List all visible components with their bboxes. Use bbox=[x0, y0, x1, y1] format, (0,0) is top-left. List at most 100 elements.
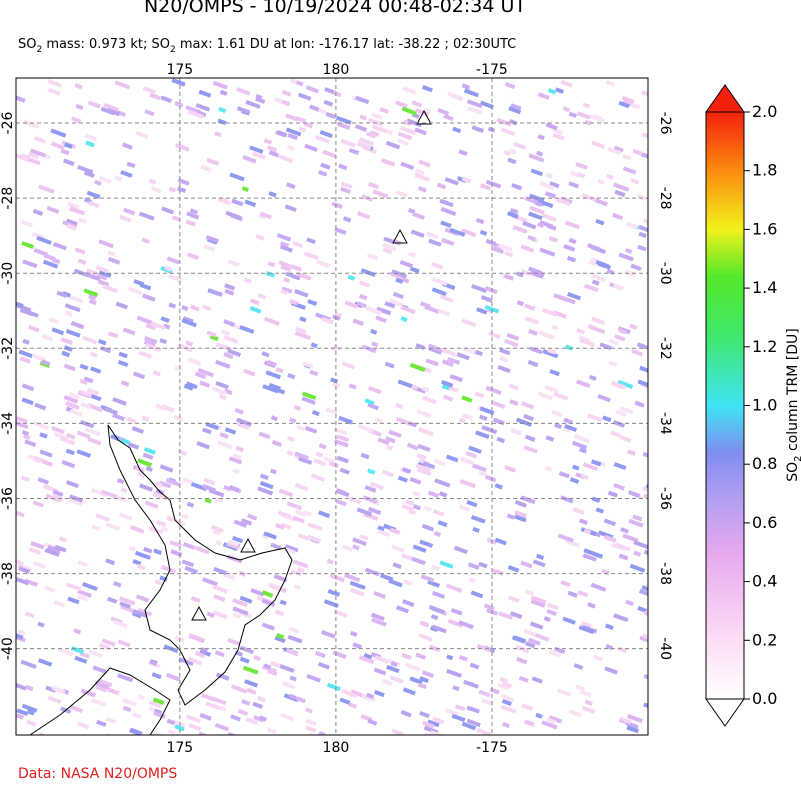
pixel bbox=[261, 533, 269, 540]
pixel bbox=[283, 546, 296, 555]
pixel bbox=[263, 316, 280, 326]
pixel bbox=[523, 445, 538, 454]
pixel bbox=[402, 86, 417, 95]
pixel bbox=[437, 520, 448, 528]
pixel bbox=[476, 643, 491, 653]
volcano bbox=[240, 537, 256, 553]
pixel bbox=[511, 183, 523, 191]
pixel bbox=[461, 318, 477, 328]
pixel bbox=[56, 290, 68, 298]
pixel bbox=[280, 264, 292, 273]
pixel bbox=[266, 727, 277, 735]
pixel bbox=[148, 178, 157, 185]
pixel bbox=[261, 590, 274, 598]
pixel bbox=[399, 259, 414, 269]
pixel bbox=[285, 127, 302, 137]
pixel bbox=[581, 621, 592, 629]
pixel bbox=[446, 668, 462, 678]
pixel bbox=[497, 364, 511, 374]
pixel bbox=[591, 279, 600, 286]
pixel bbox=[77, 589, 92, 598]
pixel bbox=[105, 716, 117, 724]
pixel bbox=[168, 302, 177, 309]
pixel bbox=[395, 416, 412, 426]
pixel bbox=[369, 130, 380, 137]
pixel bbox=[339, 467, 350, 475]
pixel bbox=[66, 432, 76, 440]
pixel bbox=[504, 82, 516, 90]
pixel bbox=[89, 351, 98, 358]
pixel bbox=[50, 128, 67, 138]
pixel bbox=[114, 80, 131, 90]
pixel bbox=[344, 300, 359, 309]
pixel bbox=[555, 196, 571, 206]
pixel bbox=[434, 478, 451, 488]
pixel bbox=[39, 432, 48, 439]
pixel bbox=[52, 241, 67, 251]
pixel bbox=[520, 560, 533, 569]
pixel bbox=[301, 396, 316, 405]
pixel bbox=[383, 236, 394, 244]
pixel bbox=[522, 220, 537, 230]
pixel bbox=[32, 560, 46, 569]
pixel bbox=[255, 96, 266, 104]
pixel bbox=[377, 437, 390, 446]
pixel bbox=[73, 628, 82, 635]
pixel bbox=[149, 659, 158, 666]
pixel bbox=[467, 562, 480, 570]
pixel bbox=[417, 682, 427, 690]
pixel bbox=[416, 467, 432, 477]
pixel bbox=[45, 685, 57, 693]
pixel bbox=[427, 719, 440, 728]
pixel bbox=[186, 211, 200, 220]
pixel bbox=[120, 170, 133, 178]
colorbar-tick-label: 0.6 bbox=[752, 513, 777, 532]
pixel bbox=[51, 494, 63, 502]
pixel bbox=[381, 158, 396, 167]
pixel bbox=[352, 544, 360, 551]
pixel bbox=[297, 533, 310, 541]
pixel bbox=[20, 219, 34, 228]
pixel bbox=[290, 264, 302, 272]
pixel bbox=[153, 548, 163, 555]
pixel bbox=[78, 217, 88, 224]
pixel bbox=[288, 626, 300, 634]
pixel bbox=[548, 715, 563, 724]
pixel bbox=[132, 559, 142, 566]
pixel bbox=[16, 301, 24, 309]
pixel bbox=[74, 247, 86, 255]
pixel bbox=[508, 148, 517, 155]
pixel bbox=[552, 132, 566, 141]
pixel bbox=[440, 207, 457, 216]
pixel bbox=[237, 708, 249, 716]
pixel bbox=[278, 488, 294, 498]
pixel bbox=[529, 621, 544, 630]
pixel bbox=[274, 609, 285, 617]
pixel bbox=[367, 181, 380, 190]
pixel bbox=[286, 182, 296, 190]
pixel bbox=[356, 301, 367, 309]
pixel bbox=[91, 698, 107, 708]
pixel bbox=[69, 408, 83, 417]
pixel bbox=[371, 617, 387, 627]
pixel bbox=[364, 398, 375, 406]
pixel bbox=[310, 342, 318, 349]
pixel bbox=[638, 224, 648, 233]
pixel bbox=[112, 397, 127, 406]
pixel bbox=[605, 80, 615, 87]
pixel bbox=[20, 659, 37, 669]
pixel bbox=[228, 539, 239, 547]
pixel bbox=[409, 362, 426, 372]
coastline bbox=[29, 667, 171, 736]
colorbar-label-part: column TRM [DU] bbox=[785, 328, 801, 455]
pixel bbox=[494, 537, 507, 546]
pixel bbox=[557, 533, 574, 543]
pixel bbox=[592, 654, 604, 662]
pixel bbox=[60, 148, 70, 156]
pixel bbox=[341, 361, 356, 370]
pixel bbox=[459, 456, 475, 466]
lat-label-left: -28 bbox=[0, 187, 16, 210]
pixel bbox=[641, 585, 648, 594]
pixel bbox=[516, 656, 528, 665]
pixel bbox=[500, 704, 517, 714]
